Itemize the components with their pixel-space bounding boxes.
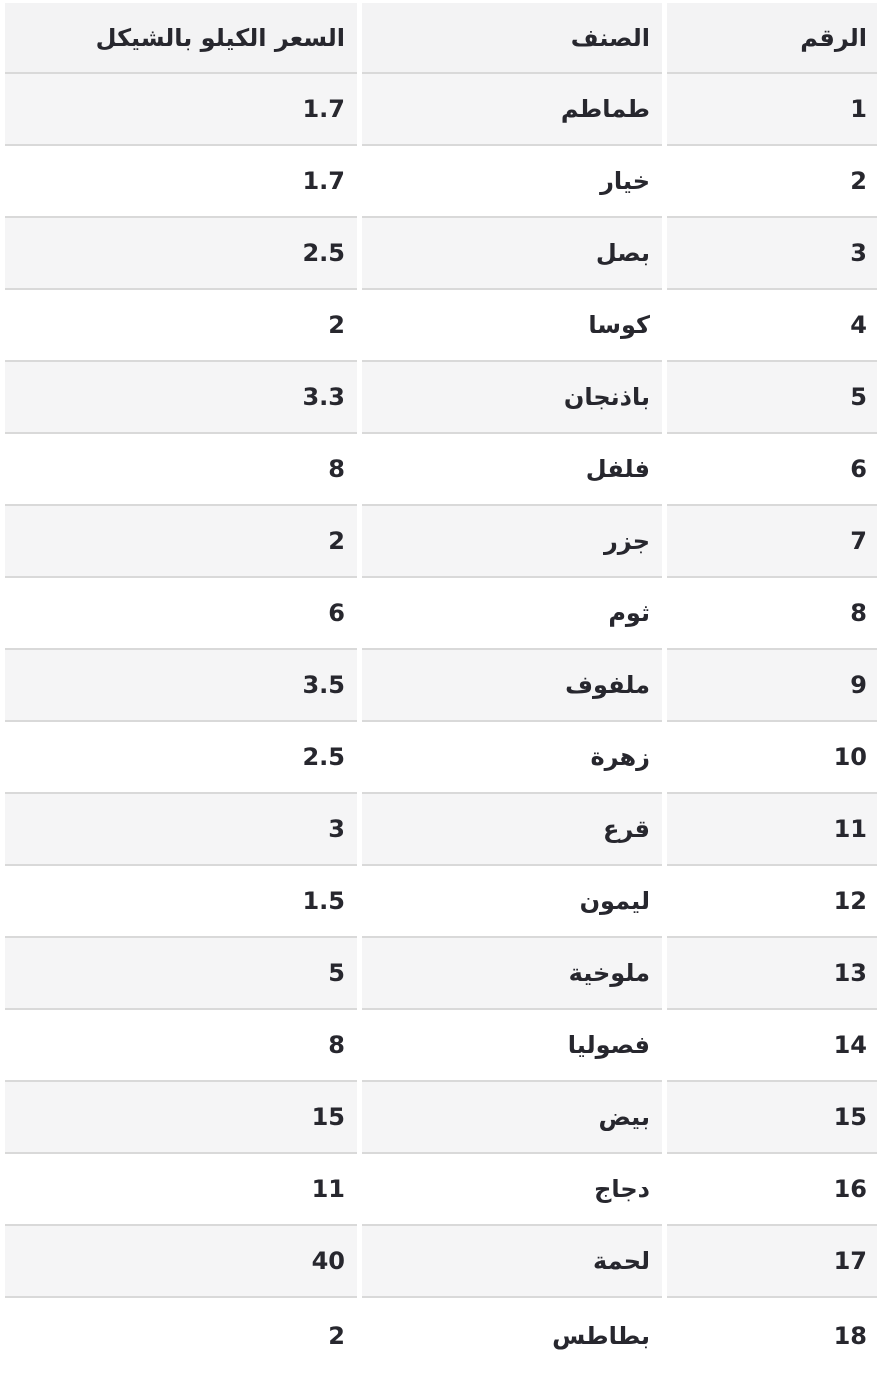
page: { "chart_data": { "type": "table", "dire…: [0, 0, 877, 1372]
cell-item: قرع: [355, 794, 655, 866]
cell-price: 1.5: [0, 866, 350, 938]
cell-item: ليمون: [355, 866, 655, 938]
cell-item: بطاطس: [355, 1298, 655, 1376]
cell-number: 11: [660, 794, 872, 866]
header-item: الصنف: [355, 3, 655, 74]
cell-number: 7: [660, 506, 872, 578]
cell-item: خيار: [355, 146, 655, 218]
cell-price: 8: [0, 434, 350, 506]
cell-price: 15: [0, 1082, 350, 1154]
table-row: 18 بطاطس 2: [0, 1298, 872, 1376]
table-row: 3 بصل 2.5: [0, 218, 872, 290]
cell-price: 2: [0, 506, 350, 578]
cell-number: 1: [660, 74, 872, 146]
cell-item: ملوخية: [355, 938, 655, 1010]
cell-number: 3: [660, 218, 872, 290]
table-body: 1 طماطم 1.7 2 خيار 1.7 3 بصل 2.5 4 كوسا 2 5 باذنجان 3.…: [0, 74, 872, 1376]
cell-number: 16: [660, 1154, 872, 1226]
cell-item: باذنجان: [355, 362, 655, 434]
price-table: الرقم الصنف السعر الكيلو بالشيكل 1 طماطم 1…: [0, 3, 877, 1376]
cell-price: 1.7: [0, 74, 350, 146]
cell-price: 40: [0, 1226, 350, 1298]
cell-number: 12: [660, 866, 872, 938]
cell-number: 10: [660, 722, 872, 794]
header-number: الرقم: [660, 3, 872, 74]
header-price: السعر الكيلو بالشيكل: [0, 3, 350, 74]
table-row: 5 باذنجان 3.3: [0, 362, 872, 434]
cell-price: 3: [0, 794, 350, 866]
cell-price: 8: [0, 1010, 350, 1082]
cell-number: 18: [660, 1298, 872, 1376]
cell-item: ملفوف: [355, 650, 655, 722]
table-row: 6 فلفل 8: [0, 434, 872, 506]
table-row: 4 كوسا 2: [0, 290, 872, 362]
cell-price: 3.3: [0, 362, 350, 434]
table-row: 10 زهرة 2.5: [0, 722, 872, 794]
table-row: 12 ليمون 1.5: [0, 866, 872, 938]
cell-item: دجاج: [355, 1154, 655, 1226]
cell-number: 14: [660, 1010, 872, 1082]
cell-item: جزر: [355, 506, 655, 578]
cell-price: 2: [0, 290, 350, 362]
cell-price: 3.5: [0, 650, 350, 722]
cell-price: 2.5: [0, 722, 350, 794]
cell-number: 2: [660, 146, 872, 218]
table-row: 11 قرع 3: [0, 794, 872, 866]
cell-item: ثوم: [355, 578, 655, 650]
table-row: 8 ثوم 6: [0, 578, 872, 650]
cell-item: فصوليا: [355, 1010, 655, 1082]
table-row: 17 لحمة 40: [0, 1226, 872, 1298]
cell-item: لحمة: [355, 1226, 655, 1298]
cell-price: 6: [0, 578, 350, 650]
cell-number: 15: [660, 1082, 872, 1154]
cell-number: 9: [660, 650, 872, 722]
cell-price: 5: [0, 938, 350, 1010]
cell-number: 5: [660, 362, 872, 434]
header-row: الرقم الصنف السعر الكيلو بالشيكل: [0, 3, 872, 74]
table-row: 15 بيض 15: [0, 1082, 872, 1154]
cell-item: فلفل: [355, 434, 655, 506]
cell-number: 13: [660, 938, 872, 1010]
table-row: 1 طماطم 1.7: [0, 74, 872, 146]
cell-item: كوسا: [355, 290, 655, 362]
cell-number: 17: [660, 1226, 872, 1298]
cell-item: طماطم: [355, 74, 655, 146]
cell-price: 2: [0, 1298, 350, 1376]
table-row: 9 ملفوف 3.5: [0, 650, 872, 722]
cell-item: بيض: [355, 1082, 655, 1154]
table-row: 13 ملوخية 5: [0, 938, 872, 1010]
cell-item: زهرة: [355, 722, 655, 794]
cell-item: بصل: [355, 218, 655, 290]
table-row: 16 دجاج 11: [0, 1154, 872, 1226]
table-row: 14 فصوليا 8: [0, 1010, 872, 1082]
table-header: الرقم الصنف السعر الكيلو بالشيكل: [0, 3, 872, 74]
cell-number: 6: [660, 434, 872, 506]
cell-price: 2.5: [0, 218, 350, 290]
cell-price: 11: [0, 1154, 350, 1226]
cell-number: 4: [660, 290, 872, 362]
cell-number: 8: [660, 578, 872, 650]
table-row: 7 جزر 2: [0, 506, 872, 578]
table-row: 2 خيار 1.7: [0, 146, 872, 218]
cell-price: 1.7: [0, 146, 350, 218]
